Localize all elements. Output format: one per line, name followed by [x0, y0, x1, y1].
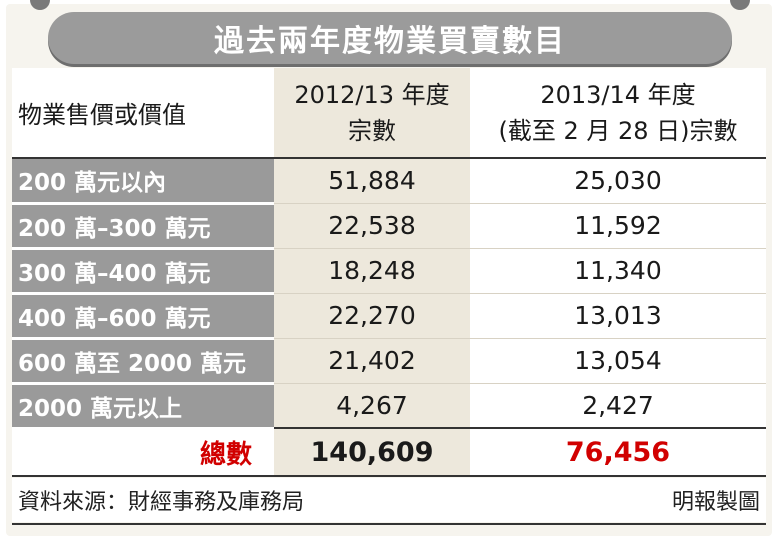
row-value-2012-13: 21,402 — [274, 338, 470, 384]
row-value-2012-13: 51,884 — [274, 158, 470, 204]
title-tab-left — [30, 0, 50, 10]
header-category-label: 物業售價或價值 — [12, 68, 274, 159]
header-2013-14: 2013/14 年度 (截至 2 月 28 日)宗數 — [470, 68, 766, 159]
row-value-2012-13: 22,270 — [274, 293, 470, 339]
credit-note: 明報製圖 — [671, 490, 760, 515]
header-2012-13-line1: 2012/13 年度 — [294, 80, 450, 109]
footer-divider — [12, 523, 766, 525]
row-value-2013-14: 11,340 — [470, 248, 766, 294]
row-category: 400 萬–600 萬元 — [12, 293, 274, 340]
table-row: 200 萬元以內 51,884 25,030 — [12, 158, 766, 205]
table-row: 2000 萬元以上 4,267 2,427 — [12, 383, 766, 430]
row-value-2013-14: 25,030 — [470, 158, 766, 204]
table-row: 200 萬–300 萬元 22,538 11,592 — [12, 203, 766, 250]
total-value-2012-13: 140,609 — [274, 427, 470, 477]
row-category: 2000 萬元以上 — [12, 383, 274, 430]
title-tab-right — [730, 0, 750, 10]
chart-title: 過去兩年度物業買賣數目 — [214, 24, 566, 59]
total-label: 總數 — [12, 427, 274, 477]
row-category: 600 萬至 2000 萬元 — [12, 338, 274, 385]
row-category: 200 萬–300 萬元 — [12, 203, 274, 250]
row-value-2012-13: 22,538 — [274, 203, 470, 249]
title-banner: 過去兩年度物業買賣數目 — [48, 12, 732, 64]
footer: 資料來源：財經事務及庫務局 明報製圖 — [12, 478, 766, 522]
total-value-2013-14: 76,456 — [470, 427, 766, 477]
data-table: 物業售價或價值 2012/13 年度 宗數 2013/14 年度 (截至 2 月… — [12, 68, 766, 477]
row-value-2012-13: 18,248 — [274, 248, 470, 294]
table-row: 600 萬至 2000 萬元 21,402 13,054 — [12, 338, 766, 385]
row-value-2012-13: 4,267 — [274, 383, 470, 429]
row-category: 300 萬–400 萬元 — [12, 248, 274, 295]
row-value-2013-14: 11,592 — [470, 203, 766, 249]
row-value-2013-14: 2,427 — [470, 383, 766, 429]
row-value-2013-14: 13,013 — [470, 293, 766, 339]
table-row: 400 萬–600 萬元 22,270 13,013 — [12, 293, 766, 340]
header-2012-13-line2: 宗數 — [348, 116, 396, 145]
row-category: 200 萬元以內 — [12, 158, 274, 205]
row-value-2013-14: 13,054 — [470, 338, 766, 384]
header-2012-13: 2012/13 年度 宗數 — [274, 68, 470, 159]
header-2013-14-line1: 2013/14 年度 — [540, 80, 696, 109]
table-row: 300 萬–400 萬元 18,248 11,340 — [12, 248, 766, 295]
table-header-row: 物業售價或價值 2012/13 年度 宗數 2013/14 年度 (截至 2 月… — [12, 68, 766, 159]
header-2013-14-line2: (截至 2 月 28 日)宗數 — [498, 116, 738, 145]
source-note: 資料來源：財經事務及庫務局 — [18, 490, 305, 515]
total-row: 總數 140,609 76,456 — [12, 427, 766, 477]
